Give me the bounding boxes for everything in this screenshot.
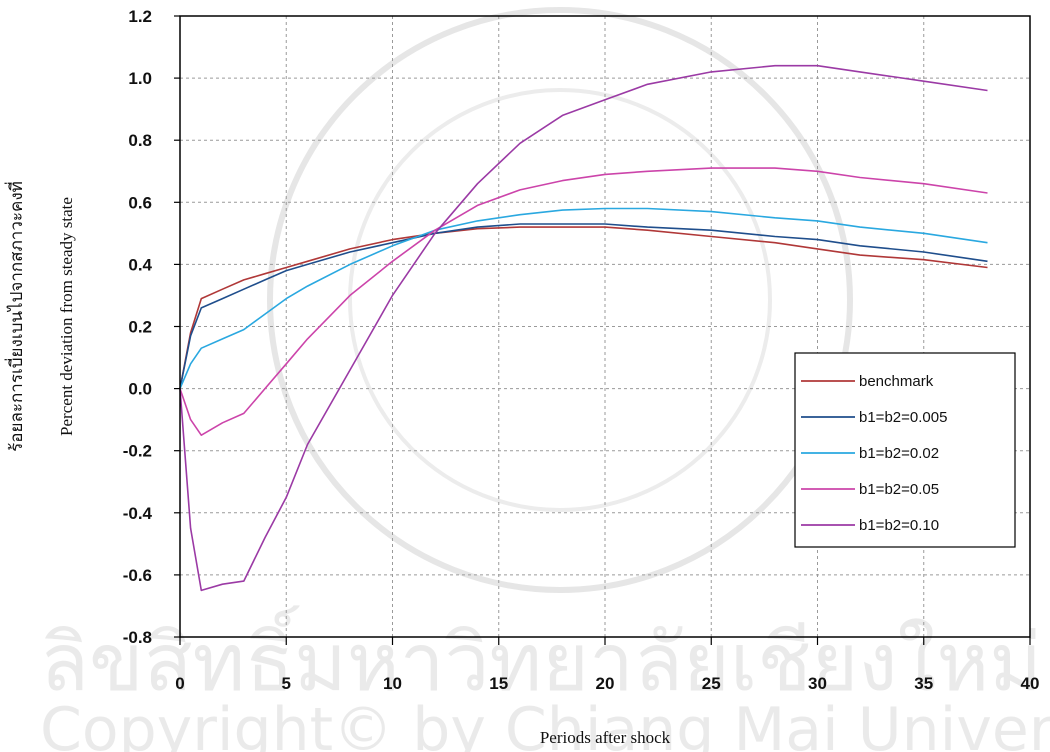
legend-entry-label: b1=b2=0.02 (859, 445, 939, 462)
y-tick-label: 1.2 (128, 7, 152, 26)
x-tick-label: 10 (383, 674, 402, 693)
series-line (179, 207, 988, 389)
seal-inner-ring (348, 88, 772, 512)
y-axis-title-thai: ร้อยละการเบี่ยงเบนไปจากสภาวะคงที่ (4, 181, 26, 452)
y-tick-label: -0.8 (123, 628, 152, 647)
x-axis-title: Periods after shock (540, 728, 671, 747)
legend-box (794, 352, 1016, 548)
x-tick-label: 0 (175, 674, 184, 693)
y-tick-label: -0.2 (123, 442, 152, 461)
x-tick-label: 15 (489, 674, 508, 693)
series-line (179, 167, 988, 436)
y-axis-title: Percent deviation from steady state (57, 197, 76, 436)
legend: benchmark b1=b2=0.005 b1=b2=0.02 b1=b2=0.05… (794, 352, 1016, 548)
seal-outer-ring (267, 7, 853, 593)
y-tick-label: -0.6 (123, 566, 152, 585)
watermark-thai: ลิขสิทธิ์มหาวิทยาลัยเชียงใหม่ (40, 605, 1042, 709)
x-axis-ticks: 0 5 10 15 20 25 30 35 40 (175, 637, 1039, 693)
x-tick-label: 30 (808, 674, 827, 693)
y-tick-label: 1.0 (128, 69, 152, 88)
x-tick-label: 20 (596, 674, 615, 693)
x-tick-label: 25 (702, 674, 721, 693)
legend-entry-label: b1=b2=0.005 (859, 409, 947, 426)
x-tick-label: 35 (914, 674, 933, 693)
y-tick-label: 0.6 (128, 193, 152, 212)
legend-entry-label: benchmark (859, 373, 934, 390)
x-tick-label: 40 (1021, 674, 1040, 693)
series-lines (179, 64, 988, 592)
y-tick-label: 0.2 (128, 318, 152, 337)
y-tick-label: 0.8 (128, 131, 152, 150)
series-line (179, 64, 988, 592)
x-tick-label: 5 (282, 674, 291, 693)
y-tick-label: -0.4 (123, 504, 153, 523)
legend-entry-label: b1=b2=0.10 (859, 517, 939, 534)
series-line (179, 223, 988, 389)
y-tick-label: 0.4 (128, 255, 152, 274)
y-tick-label: 0.0 (128, 380, 152, 399)
legend-entry-label: b1=b2=0.05 (859, 481, 939, 498)
watermark: ลิขสิทธิ์มหาวิทยาลัยเชียงใหม่ Copyright©… (40, 7, 1050, 752)
watermark-copyright: Copyright© by Chiang Mai University (40, 695, 1050, 752)
y-axis-ticks: -0.8 -0.6 -0.4 -0.2 0.0 0.2 0.4 0.6 0.8 1.0 1.2 (123, 7, 180, 647)
